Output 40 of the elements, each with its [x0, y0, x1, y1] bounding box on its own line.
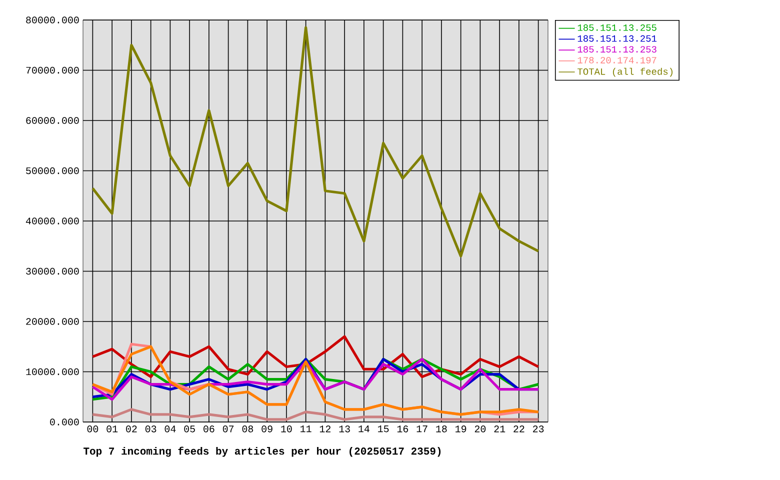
- x-tick-label: 17: [416, 426, 428, 432]
- x-tick-label: 07: [222, 426, 234, 432]
- x-tick-label: 12: [320, 426, 330, 432]
- line-series: [91, 26, 540, 258]
- x-tick-label: 10: [281, 426, 292, 432]
- y-tick-label: 80000.000: [26, 16, 79, 24]
- x-tick-label: 08: [242, 426, 254, 432]
- x-tick-label: 01: [106, 426, 118, 432]
- y-tick-label: 20000.000: [26, 318, 79, 325]
- y-tick-label: 10000.000: [26, 368, 79, 376]
- x-tick-label: 19: [456, 426, 466, 432]
- y-tick-label: 60000.000: [26, 117, 79, 124]
- x-tick-label: 00: [87, 426, 98, 432]
- y-tick-label: 40000.000: [26, 218, 79, 224]
- x-tick-label: 15: [378, 426, 389, 432]
- text: Top 7 incoming feeds by articles per hour (20250517 2359): [84, 446, 441, 457]
- x-tick-label: 23: [533, 426, 544, 432]
- y-tick-label: 50000.000: [26, 167, 79, 174]
- legend-label: TOTAL (all feeds): [578, 68, 672, 77]
- y-tick-label: 30000.000: [26, 268, 79, 275]
- legend-label: 185.151.13.255: [578, 24, 656, 31]
- x-tick-label: 13: [339, 426, 350, 432]
- x-tick-label: 05: [184, 426, 195, 432]
- x-tick-label: 22: [514, 426, 524, 432]
- legend-label: 178.20.174.197: [578, 56, 656, 64]
- x-tick-label: 02: [126, 426, 137, 432]
- x-tick-label: 04: [164, 426, 176, 432]
- y-tick-label: 0.000: [50, 418, 79, 426]
- x-tick-label: 20: [474, 426, 486, 432]
- x-tick-label: 16: [397, 426, 408, 432]
- legend-label: 185.151.13.253: [578, 46, 656, 53]
- x-tick-label: 14: [358, 426, 370, 432]
- legend-label: 185.151.13.251: [578, 35, 657, 42]
- x-tick-label: 11: [300, 426, 312, 432]
- x-tick-label: 03: [145, 426, 156, 432]
- x-tick-label: 06: [204, 426, 214, 432]
- y-tick-label: 70000.000: [26, 66, 79, 74]
- x-tick-label: 21: [494, 426, 506, 432]
- x-tick-label: 09: [262, 426, 272, 432]
- x-tick-label: 18: [436, 426, 447, 432]
